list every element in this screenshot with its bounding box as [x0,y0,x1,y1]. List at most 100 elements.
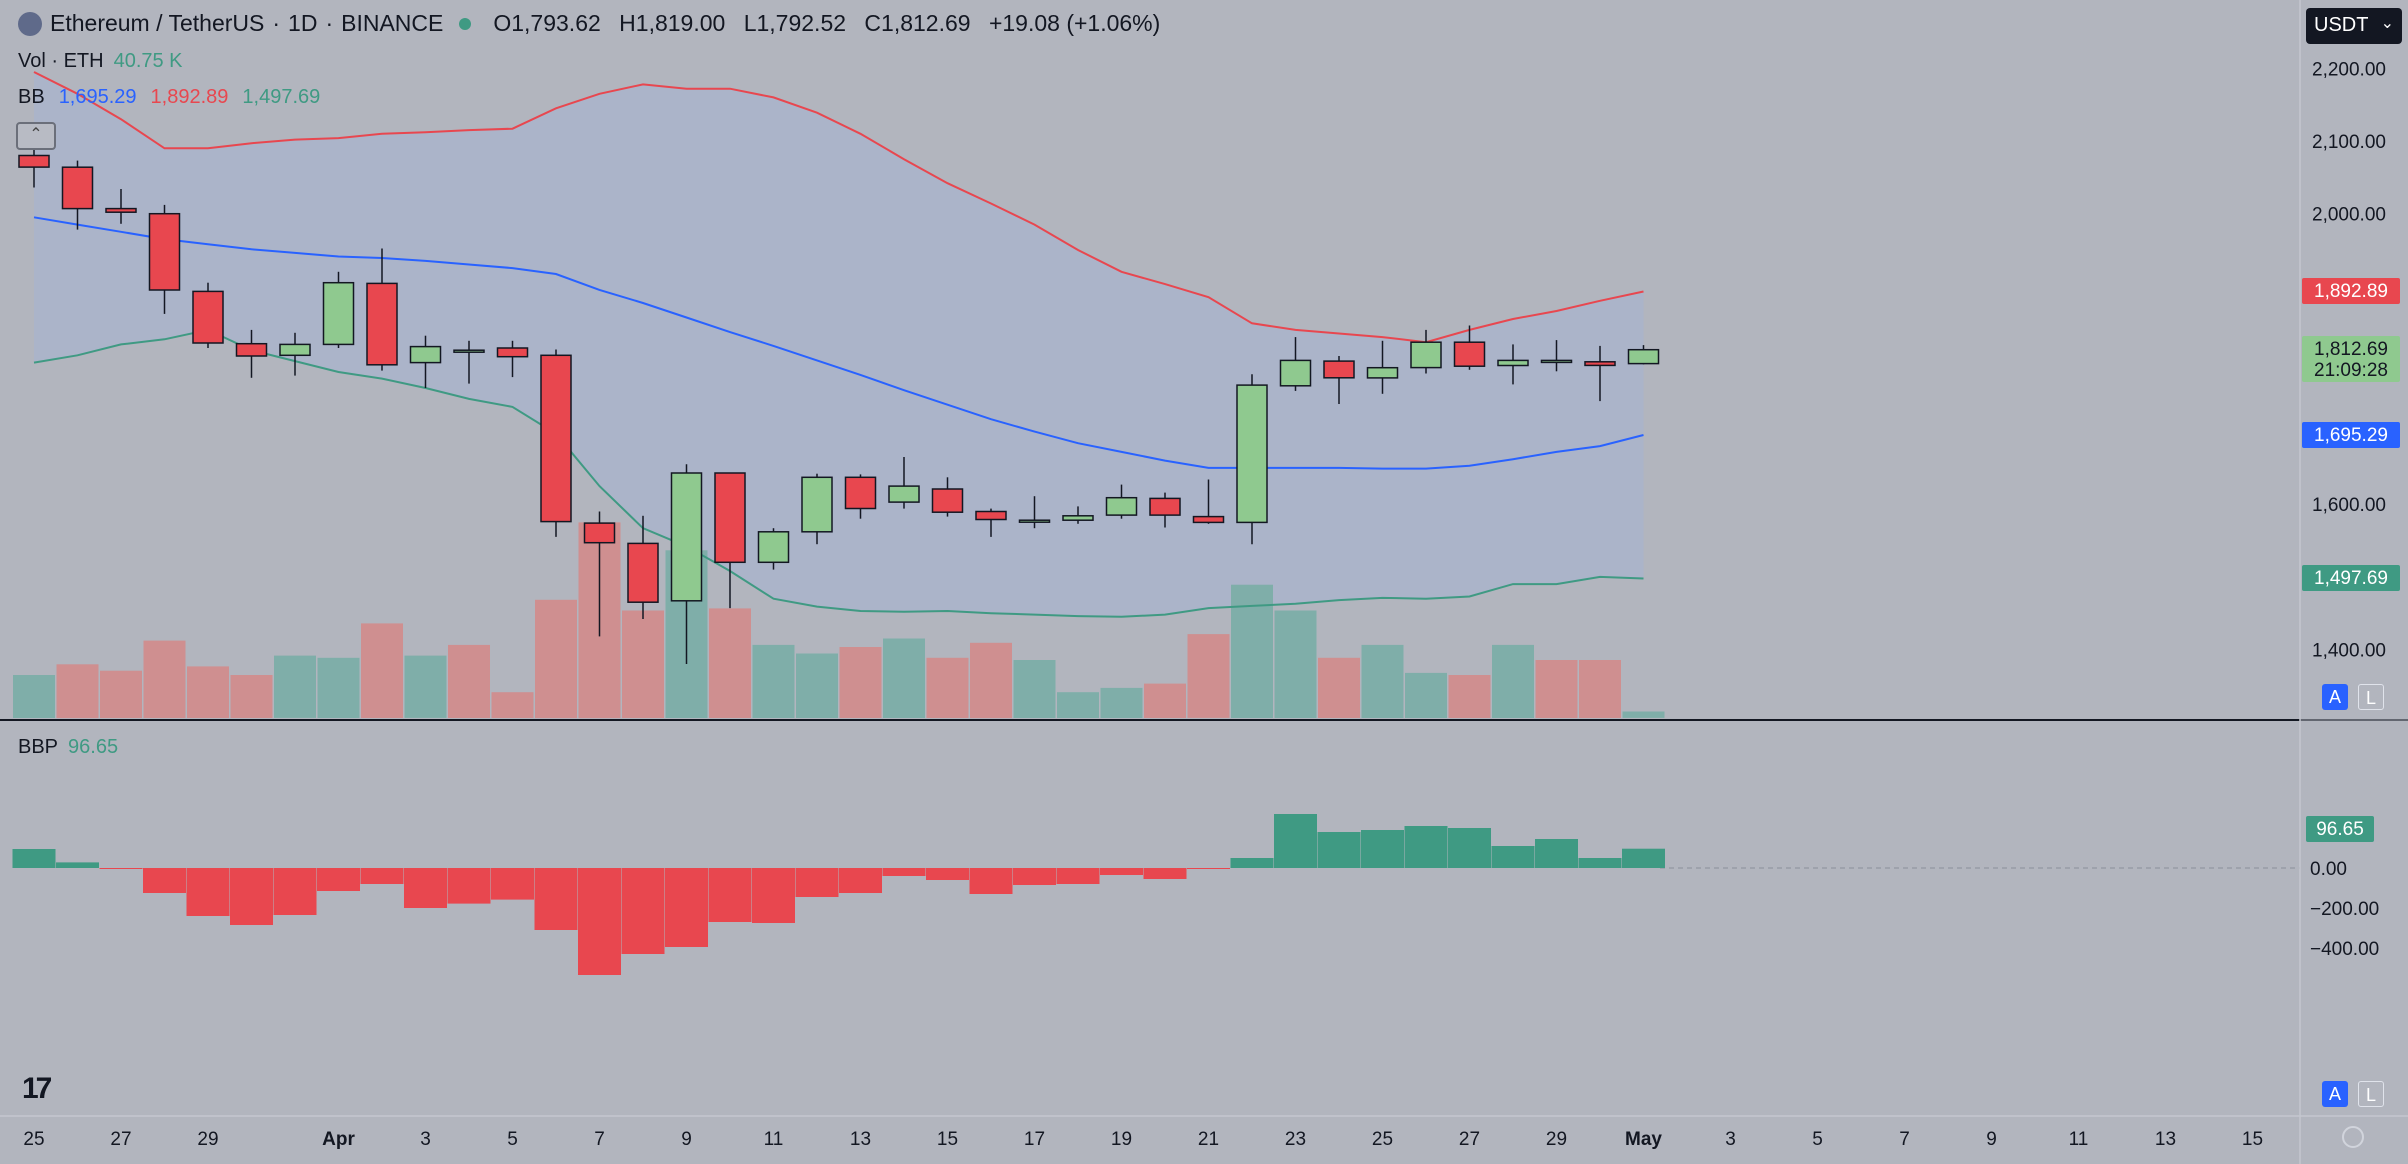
price-tick-label: 2,100.00 [2312,132,2386,153]
volume-bar [1361,644,1404,718]
lower-band-badge-bg [2302,565,2400,591]
lower-band-badge: 1,497.69 [2314,568,2388,589]
bb-upper-line [33,71,1644,344]
bbp-bar [1187,868,1230,869]
candle-body [61,166,94,210]
bbp-bar [1448,828,1491,868]
volume-bar [230,675,273,718]
bb-band-fill [34,72,1644,617]
time-tick-label: 13 [2155,1129,2176,1150]
bbp-value: 96.65 [68,736,119,758]
volume-bar [926,657,969,718]
symbol-header[interactable]: Ethereum / TetherUS · 1D · BINANCE O1,79… [18,10,1172,37]
volume-bar [1013,660,1056,718]
bbp-log-scale-button[interactable]: L [2358,1081,2384,1107]
basis-badge: 1,695.29 [2314,425,2388,446]
interval-label[interactable]: 1D [288,10,318,36]
time-tick-label: 17 [1024,1129,1045,1150]
bbp-bar [839,868,882,893]
volume-bar [274,655,316,718]
candle-body [409,345,442,364]
bbp-auto-scale-button[interactable]: A [2322,1081,2348,1107]
volume-bar [491,692,534,718]
volume-bar [970,642,1012,719]
volume-legend[interactable]: Vol · ETH 40.75 K [18,50,183,73]
time-tick-label: 9 [1986,1129,1997,1150]
chevron-down-icon: ⌄ [2380,15,2394,32]
time-tick-label: 3 [1725,1129,1736,1150]
bb-legend[interactable]: BB 1,695.29 1,892.89 1,497.69 [18,86,320,109]
bbp-bar [1143,868,1187,879]
volume-bars [13,522,1665,719]
bbp-tick-label: −400.00 [2310,939,2379,960]
price-badges: 1,892.89 1,812.69 21:09:28 1,695.29 1,49… [2302,278,2400,842]
time-tick-label: 7 [1899,1129,1910,1150]
time-tick-label: 19 [1111,1129,1132,1150]
ohlc-values: O1,793.62 H1,819.00 L1,792.52 C1,812.69 … [493,10,1172,37]
candle-body [757,531,790,564]
candle-body [192,290,224,344]
log-scale-button[interactable]: L [2358,684,2384,710]
bbp-bar [1274,814,1317,868]
bbp-bar [360,868,404,884]
upper-band-badge: 1,892.89 [2314,281,2388,302]
bbp-tick-label: 0.00 [2310,859,2347,880]
time-tick-label: 25 [1372,1129,1393,1150]
volume-bar [1622,711,1665,718]
candle-body [583,522,616,544]
candle-body [1627,348,1660,365]
tradingview-logo[interactable]: 17 [22,1072,52,1105]
bbp-bar [621,868,665,954]
candle-body [1584,361,1616,367]
time-tick-label: 27 [1459,1129,1480,1150]
gear-icon[interactable] [2342,1126,2364,1148]
candle-body [801,476,833,533]
candle-body [1497,359,1529,367]
bbp-bar [447,868,491,904]
currency-select[interactable]: USDT ⌄ [2306,8,2402,44]
last-price-badge-bg [2302,336,2400,382]
time-tick-label: 9 [681,1129,692,1150]
auto-scale-button[interactable]: A [2322,684,2348,710]
bbp-bar [230,868,273,925]
bbp-bar [578,868,621,975]
bbp-bar [1230,858,1274,868]
separator-dot: · [325,10,334,36]
chevron-up-icon: ⌃ [29,126,43,143]
bbp-badge: 96.65 [2316,819,2364,840]
time-tick-label: Apr [322,1129,355,1150]
bbp-bar [1404,826,1448,868]
symbol-name[interactable]: Ethereum / TetherUS [50,10,265,36]
candle-body [496,347,529,358]
bbp-legend[interactable]: BBP 96.65 [18,736,118,759]
volume-bar [796,653,838,718]
bbp-label: BBP [18,736,59,758]
collapse-legend-button[interactable]: ⌃ [16,122,56,150]
basis-badge-bg [2302,422,2400,448]
bbp-bar [12,849,56,868]
bbp-bar [99,868,143,869]
candle-body [18,154,50,168]
bbp-bar [1100,868,1143,875]
candle-body [1540,359,1573,364]
open-value: O1,793.62 [493,10,601,36]
bbp-bar [1013,868,1056,885]
price-scale-ticks: 2,200.00 2,100.00 2,000.00 1,600.00 1,400.00 [2312,59,2386,661]
volume-bar [317,657,360,718]
candle-body [105,207,137,213]
last-price-badge: 1,812.69 [2314,339,2388,360]
bbp-bar [795,868,839,897]
time-tick-label: 11 [2069,1129,2089,1150]
volume-bar [1100,687,1143,718]
time-scale-ticks[interactable]: 25 27 29 Apr 3 5 7 9 11 13 15 17 19 21 23 25 27 29 May 3 5 7 9… [23,1129,2263,1150]
time-tick-label: 23 [1285,1129,1306,1150]
volume-bar [100,670,142,718]
bb-basis-line [33,216,1644,470]
volume-bar [622,610,664,718]
volume-bar [187,666,229,718]
countdown-badge: 21:09:28 [2314,360,2388,381]
candle-body [279,343,311,357]
market-status-icon[interactable] [459,17,472,30]
volume-bar [1535,660,1578,718]
